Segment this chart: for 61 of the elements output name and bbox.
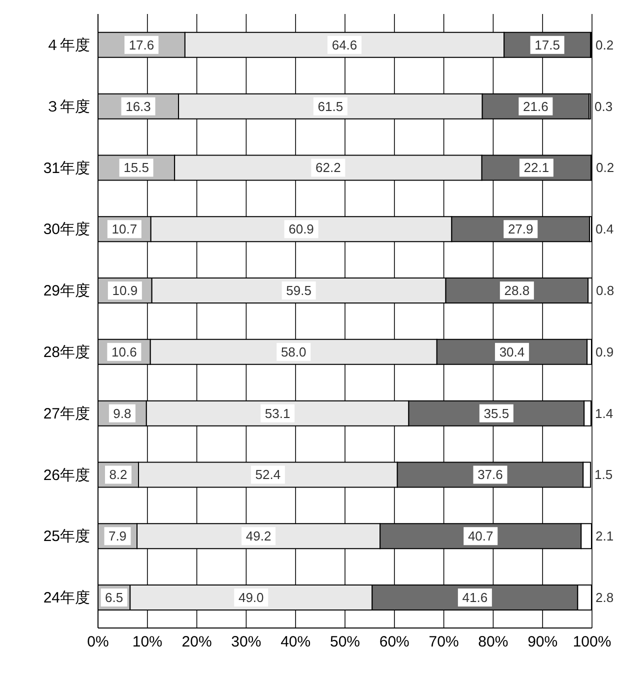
- data-label: 0.2: [596, 160, 614, 176]
- y-tick-label: 29年度: [43, 282, 90, 300]
- data-label: 49.2: [246, 528, 272, 544]
- data-label: 0.9: [596, 344, 614, 360]
- data-label: 2.1: [596, 528, 614, 544]
- data-label: 0.3: [594, 98, 613, 114]
- y-tick-label: ３年度: [45, 98, 90, 116]
- data-label: 37.6: [478, 467, 503, 482]
- x-tick-label: 70%: [428, 634, 459, 651]
- data-label: 61.5: [318, 98, 344, 114]
- y-tick-label: 25年度: [43, 528, 90, 546]
- y-tick-label: 26年度: [43, 466, 90, 484]
- data-label: 64.6: [332, 37, 358, 52]
- data-label: 10.7: [112, 222, 138, 237]
- data-label: 40.7: [468, 528, 494, 544]
- data-label: 1.4: [595, 406, 614, 421]
- x-tick-label: 50%: [330, 634, 360, 651]
- data-label: 59.5: [286, 283, 312, 298]
- y-tick-label: 30年度: [43, 221, 90, 238]
- data-label: 0.2: [596, 37, 614, 52]
- y-tick-label: 24年度: [43, 590, 90, 607]
- data-label: 49.0: [238, 590, 264, 606]
- x-tick-label: 60%: [379, 634, 410, 651]
- data-label: 62.2: [316, 160, 341, 176]
- data-label: 41.6: [462, 590, 488, 606]
- x-tick-label: 0%: [87, 634, 109, 651]
- data-label: 1.5: [594, 467, 613, 482]
- data-label: 53.1: [264, 406, 290, 421]
- data-label: 16.3: [126, 98, 151, 114]
- data-label: 60.9: [288, 222, 314, 237]
- data-label: 17.5: [534, 37, 560, 52]
- x-tick-label: 20%: [182, 634, 212, 651]
- data-label: 0.8: [596, 283, 614, 298]
- data-label: 35.5: [484, 406, 510, 421]
- y-tick-label: 28年度: [43, 344, 90, 362]
- data-label: 22.1: [524, 160, 550, 176]
- data-label: 6.5: [105, 590, 124, 606]
- data-label: 10.6: [112, 344, 137, 360]
- data-label: 52.4: [255, 467, 281, 482]
- data-label: 27.9: [508, 222, 534, 237]
- x-tick-label: 100%: [572, 634, 612, 651]
- data-label: 0.4: [596, 222, 614, 237]
- data-label: 10.9: [112, 283, 138, 298]
- data-label: 28.8: [504, 283, 530, 298]
- data-label: 58.0: [280, 344, 306, 360]
- data-label: 30.4: [499, 344, 525, 360]
- data-label: 9.8: [113, 406, 132, 421]
- x-tick-label: 40%: [280, 634, 311, 651]
- data-label: 7.9: [108, 528, 127, 544]
- x-tick-label: 10%: [132, 634, 162, 651]
- x-tick-label: 80%: [478, 634, 508, 651]
- x-tick-label: 30%: [231, 634, 262, 651]
- data-label: 21.6: [523, 98, 548, 114]
- y-tick-label: 27年度: [43, 405, 90, 422]
- data-label: 15.5: [124, 160, 149, 176]
- data-label: 2.8: [596, 590, 614, 606]
- data-label: 8.2: [109, 467, 128, 482]
- x-tick-label: 90%: [528, 634, 558, 651]
- y-tick-label: ４年度: [45, 37, 90, 54]
- y-tick-label: 31年度: [43, 160, 90, 177]
- data-label: 17.6: [128, 37, 154, 52]
